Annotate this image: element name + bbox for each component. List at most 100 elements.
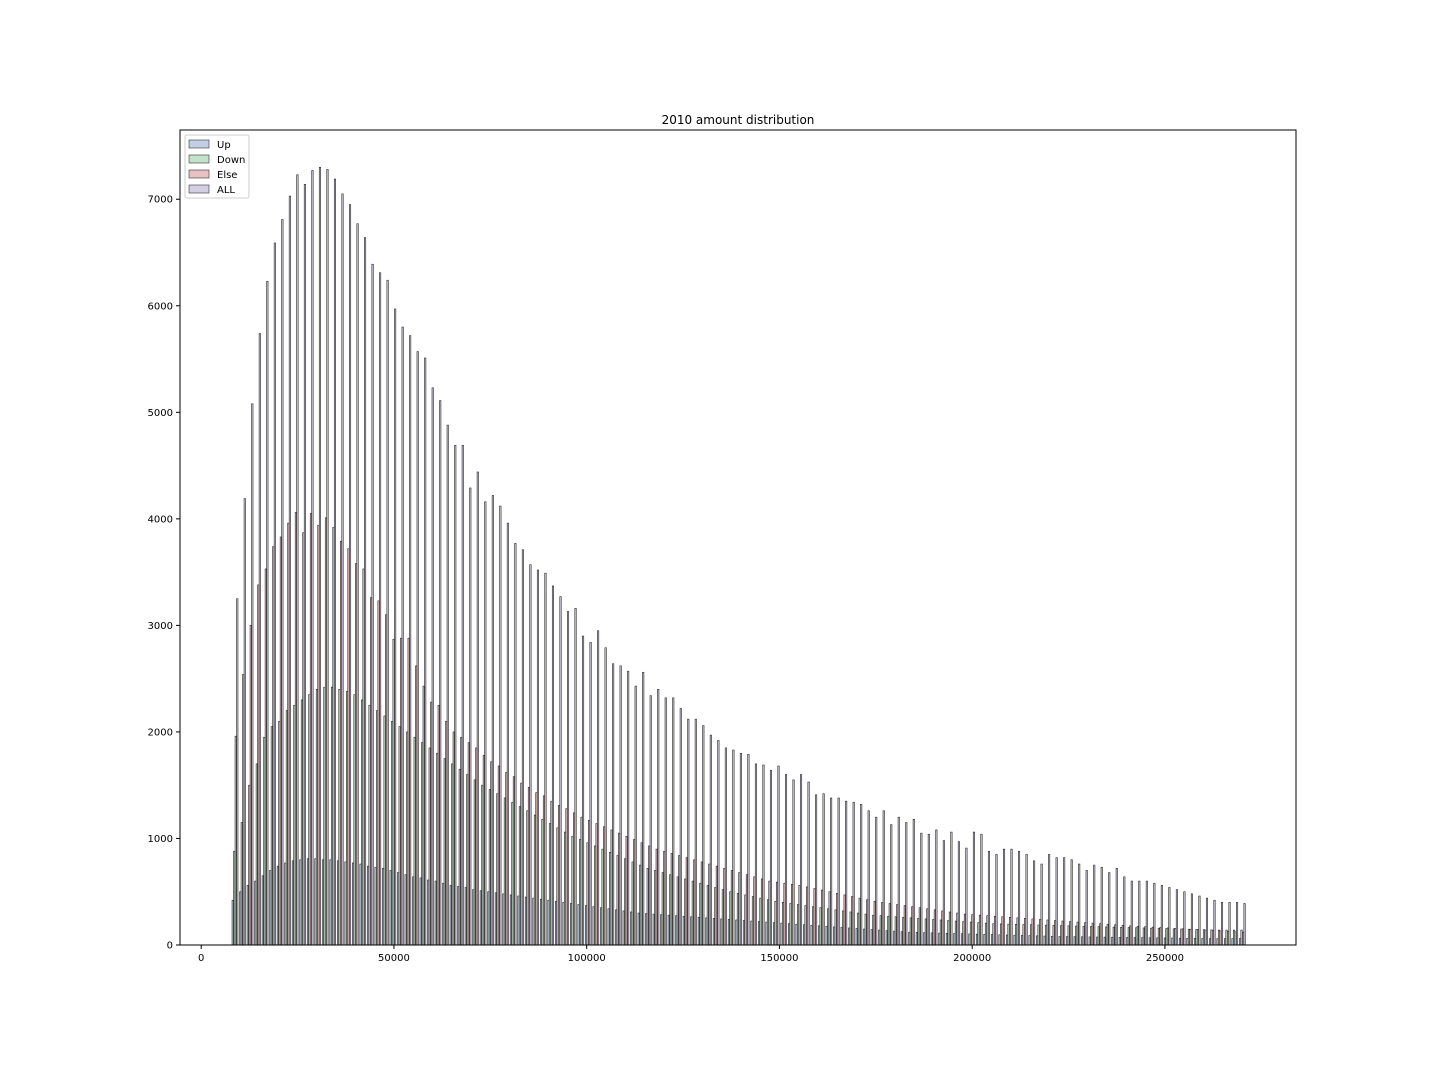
bar-all — [927, 833, 930, 946]
bar-all — [1033, 860, 1036, 946]
bar-all — [995, 854, 998, 946]
bar-all — [431, 387, 434, 946]
bar-all — [687, 718, 690, 946]
bar-all — [1115, 867, 1118, 946]
x-tick-label: 150000 — [760, 953, 798, 964]
legend-swatch-down — [188, 154, 210, 164]
bar-all — [1205, 897, 1208, 946]
bar-all — [439, 400, 442, 946]
bar-all — [709, 734, 712, 946]
bar-all — [1010, 848, 1013, 946]
bar-all — [1153, 882, 1156, 946]
bar-all — [469, 487, 472, 946]
bar-all — [800, 774, 803, 946]
bar-all — [747, 753, 750, 946]
bar-all — [634, 685, 637, 946]
bar-all — [762, 764, 765, 946]
bar-all — [807, 781, 810, 946]
bar-all — [890, 824, 893, 946]
bar-all — [1145, 880, 1148, 946]
bar-all — [461, 445, 464, 946]
bar-all — [1085, 870, 1088, 946]
bar-all — [597, 630, 600, 946]
legend-box — [184, 134, 250, 199]
bar-all — [649, 695, 652, 946]
bar-all — [446, 424, 449, 946]
bar-all — [273, 242, 276, 946]
bar-all — [484, 501, 487, 946]
bar-all — [1243, 903, 1246, 946]
bar-all — [416, 351, 419, 946]
bar-all — [333, 178, 336, 946]
bar-all — [957, 841, 960, 946]
bar-all — [1070, 859, 1073, 946]
bar-all — [499, 505, 502, 946]
bar-all — [784, 774, 788, 946]
bar-all — [875, 816, 878, 946]
bar-all — [1108, 872, 1111, 946]
bar-all — [724, 747, 727, 946]
bar-all — [672, 697, 675, 946]
y-tick-label: 5000 — [148, 408, 173, 419]
bar-all — [1040, 863, 1043, 946]
bar-all — [1093, 864, 1096, 946]
bar-all — [604, 647, 607, 946]
bar-all — [394, 308, 397, 946]
axes-layer: 0 50000 100000 150000 200000 250000 0 1000 2000 3… — [148, 129, 1297, 964]
bar-all — [1078, 863, 1081, 946]
x-tick-label: 50000 — [378, 953, 410, 964]
chart-title: 2010 amount distribution — [662, 113, 815, 127]
bar-all — [589, 642, 592, 946]
bar-all — [409, 335, 412, 946]
bar-all — [777, 765, 780, 946]
bar-all — [1025, 854, 1028, 946]
legend-swatch-up — [188, 139, 210, 149]
bar-all — [830, 797, 833, 946]
bar-all — [1175, 889, 1178, 946]
bar-all — [897, 816, 900, 946]
y-tick-label: 0 — [167, 941, 173, 952]
bar-all — [476, 471, 479, 946]
bar-all — [642, 671, 645, 946]
bar-all — [582, 635, 585, 946]
bar-all — [942, 840, 945, 946]
bar-all — [521, 549, 524, 946]
bar-all — [920, 832, 923, 946]
bar-all — [612, 663, 615, 946]
bar-all — [905, 822, 908, 946]
bar-all — [1236, 902, 1239, 946]
bar-all — [1002, 848, 1006, 946]
bar-all — [837, 797, 840, 946]
bar-all — [514, 543, 517, 946]
bar-all — [912, 818, 915, 946]
legend-label-else: Else — [217, 170, 237, 181]
bar-all — [679, 708, 682, 946]
y-tick-label: 2000 — [148, 727, 173, 738]
bar-all — [717, 740, 720, 946]
bar-all — [1063, 857, 1066, 946]
plot-frame — [179, 129, 1297, 946]
bar-all — [401, 326, 404, 946]
bar-all — [491, 495, 494, 946]
bar-all — [371, 263, 374, 946]
bar-all — [739, 752, 742, 946]
bar-all — [1228, 902, 1231, 946]
bar-all — [664, 697, 667, 946]
bar-all — [506, 522, 509, 946]
bar-all — [845, 800, 848, 946]
bar-all — [559, 596, 562, 946]
x-tick-label: 250000 — [1146, 953, 1184, 964]
bar-all — [950, 831, 953, 946]
legend-swatch-all — [188, 184, 210, 194]
bar-all — [364, 237, 367, 946]
bar-all — [732, 749, 735, 946]
bar-all — [266, 280, 269, 946]
bar-all — [349, 204, 352, 946]
legend-label-up: Up — [217, 140, 231, 151]
bar-all — [822, 793, 825, 946]
bar-all — [860, 804, 863, 946]
y-tick-label: 1000 — [148, 834, 173, 845]
bar-all — [288, 195, 291, 946]
bar-all — [769, 769, 773, 946]
